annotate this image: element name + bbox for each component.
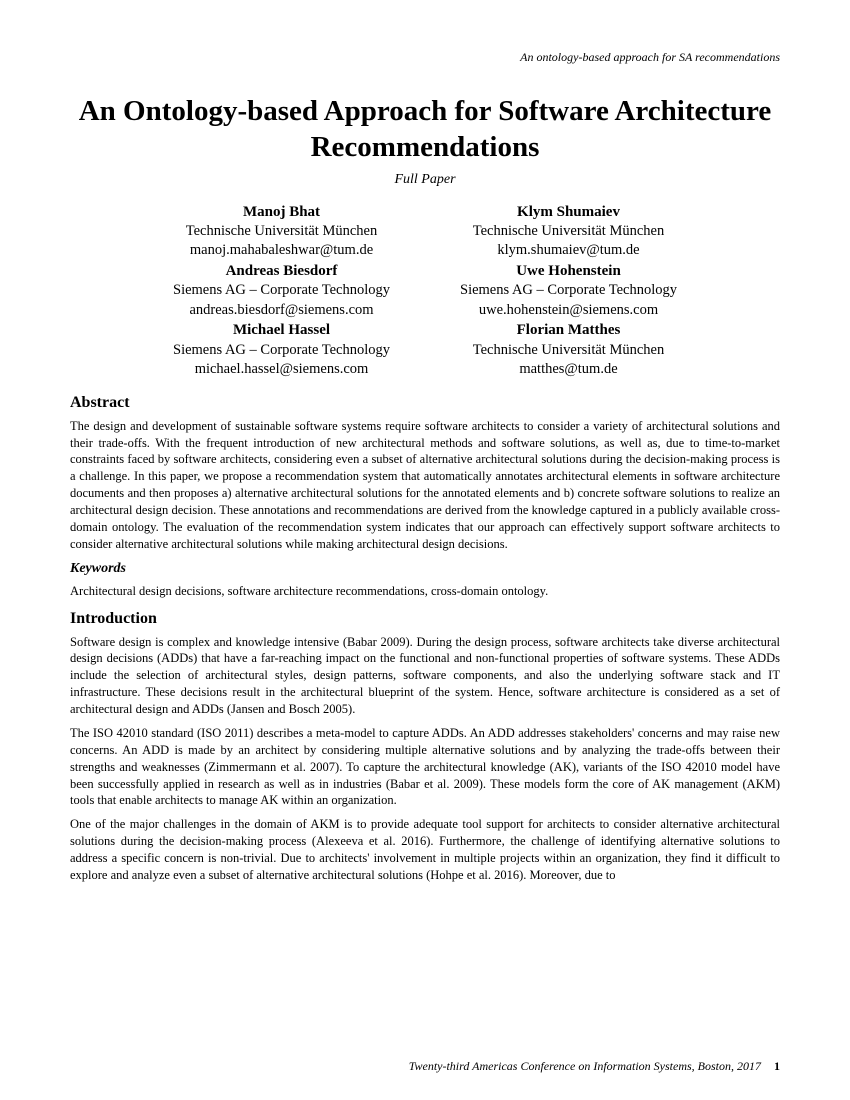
- keywords-heading: Keywords: [70, 561, 780, 577]
- introduction-paragraph: Software design is complex and knowledge…: [70, 634, 780, 718]
- running-header: An ontology-based approach for SA recomm…: [70, 50, 780, 65]
- author-name: Uwe Hohenstein: [460, 261, 677, 281]
- paper-title: An Ontology-based Approach for Software …: [70, 93, 780, 166]
- author-email: manoj.mahabaleshwar@tum.de: [173, 241, 390, 261]
- page-footer: Twenty-third Americas Conference on Info…: [70, 1059, 780, 1074]
- authors-left-column: Manoj Bhat Technische Universität Münche…: [173, 202, 390, 380]
- abstract-heading: Abstract: [70, 394, 780, 412]
- page-container: An ontology-based approach for SA recomm…: [0, 0, 850, 1100]
- author-name: Klym Shumaiev: [460, 202, 677, 222]
- author-affil: Technische Universität München: [460, 222, 677, 242]
- keywords-body: Architectural design decisions, software…: [70, 583, 780, 600]
- authors-right-column: Klym Shumaiev Technische Universität Mün…: [460, 202, 677, 380]
- introduction-paragraph: One of the major challenges in the domai…: [70, 816, 780, 884]
- author-email: andreas.biesdorf@siemens.com: [173, 301, 390, 321]
- author-email: matthes@tum.de: [460, 360, 677, 380]
- author-name: Andreas Biesdorf: [173, 261, 390, 281]
- author-affil: Siemens AG – Corporate Technology: [173, 341, 390, 361]
- author-affil: Technische Universität München: [173, 222, 390, 242]
- author-email: klym.shumaiev@tum.de: [460, 241, 677, 261]
- author-affil: Siemens AG – Corporate Technology: [173, 281, 390, 301]
- footer-conference-text: Twenty-third Americas Conference on Info…: [409, 1059, 761, 1073]
- introduction-paragraph: The ISO 42010 standard (ISO 2011) descri…: [70, 725, 780, 809]
- author-affil: Technische Universität München: [460, 341, 677, 361]
- authors-block: Manoj Bhat Technische Universität Münche…: [70, 202, 780, 380]
- introduction-heading: Introduction: [70, 610, 780, 628]
- abstract-body: The design and development of sustainabl…: [70, 418, 780, 553]
- author-name: Manoj Bhat: [173, 202, 390, 222]
- author-name: Florian Matthes: [460, 320, 677, 340]
- page-number: 1: [774, 1059, 780, 1073]
- author-email: uwe.hohenstein@siemens.com: [460, 301, 677, 321]
- paper-type-label: Full Paper: [70, 172, 780, 188]
- author-email: michael.hassel@siemens.com: [173, 360, 390, 380]
- author-affil: Siemens AG – Corporate Technology: [460, 281, 677, 301]
- author-name: Michael Hassel: [173, 320, 390, 340]
